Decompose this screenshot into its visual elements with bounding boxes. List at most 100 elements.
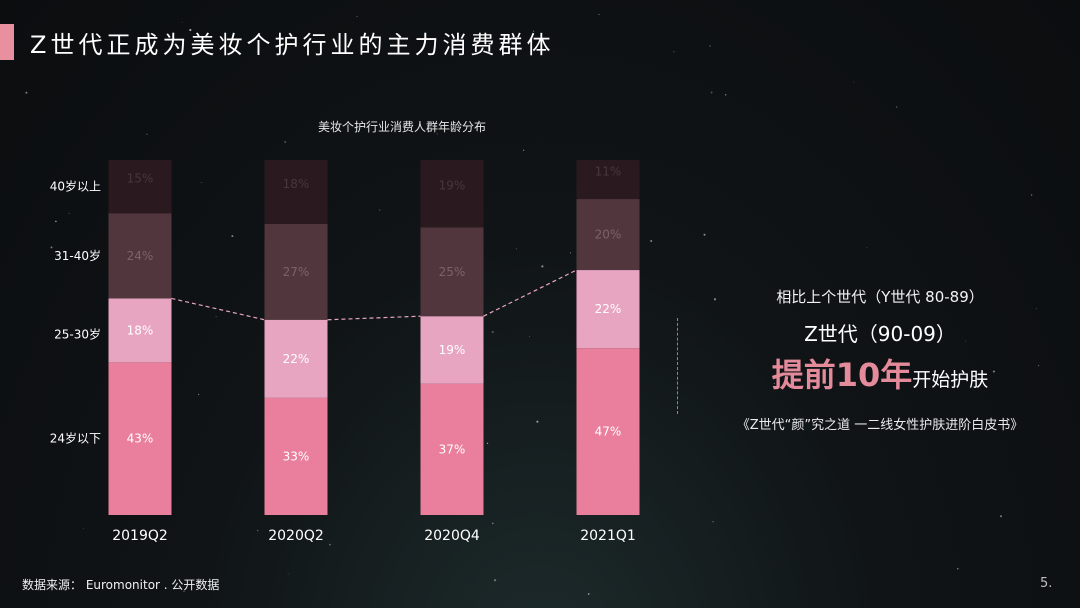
background-star <box>773 382 775 385</box>
background-star <box>957 568 959 570</box>
data-source: 数据来源： Euromonitor . 公开数据 <box>22 578 220 592</box>
series-label: 31-40岁 <box>54 248 101 263</box>
background-star <box>25 91 28 94</box>
background-star <box>529 336 531 337</box>
citation-text: 《Z世代“颜”究之道 一二线女性护肤进阶白皮书》 <box>736 418 1024 433</box>
background-star <box>713 298 717 301</box>
background-star <box>189 28 192 32</box>
bar-segment <box>576 160 640 200</box>
data-label: 19% <box>439 343 466 357</box>
bar-segment <box>108 213 172 299</box>
bar-segment <box>420 383 484 515</box>
bar-segment <box>108 160 172 214</box>
bar-segment <box>420 316 484 384</box>
background-star <box>1035 308 1037 310</box>
bar-segment <box>108 298 172 363</box>
title-accent-bar <box>0 24 14 60</box>
background-star <box>587 593 590 595</box>
data-label: 22% <box>283 352 310 366</box>
background-star <box>287 573 289 575</box>
background-star <box>183 590 185 593</box>
background-star <box>992 370 995 373</box>
background-star <box>650 239 653 243</box>
bar-segment <box>264 397 328 515</box>
series-label: 25-30岁 <box>54 326 101 341</box>
bar-segment <box>264 160 328 224</box>
series-label: 24岁以下 <box>50 431 101 446</box>
background-star <box>181 21 183 23</box>
background-star <box>231 235 234 238</box>
background-star <box>436 133 439 135</box>
highlight-emphasis: 提前10年 <box>771 356 913 394</box>
data-label: 27% <box>283 265 310 279</box>
background-star <box>712 521 714 523</box>
background-star <box>486 442 489 444</box>
background-star <box>474 44 477 47</box>
data-label: 19% <box>439 179 466 193</box>
background-star <box>853 81 855 83</box>
background-star <box>215 315 217 318</box>
page-number: 5. <box>1040 576 1053 591</box>
background-star <box>709 45 711 47</box>
connector-line <box>327 315 421 321</box>
background-star <box>284 141 287 143</box>
background-star <box>198 393 200 396</box>
chart-title: 美妆个护行业消费人群年龄分布 <box>318 120 486 134</box>
background-star <box>55 220 57 223</box>
generation-z-text: Z世代（90-09） <box>804 322 956 346</box>
background-star <box>82 528 84 530</box>
category-label: 2020Q2 <box>268 528 324 544</box>
background-star <box>569 252 571 254</box>
background-star <box>1030 194 1033 196</box>
background-star <box>703 233 706 236</box>
background-star <box>1000 515 1002 518</box>
background-star <box>200 181 202 183</box>
background-star <box>673 51 675 53</box>
background-star <box>532 30 535 32</box>
connector-line <box>171 297 265 321</box>
data-label: 37% <box>439 442 466 456</box>
background-star <box>491 330 494 334</box>
background-star <box>522 149 525 152</box>
background-star <box>329 543 331 546</box>
highlight-tail: 开始护肤 <box>912 369 989 391</box>
background-star <box>379 209 381 211</box>
background-star <box>724 93 727 96</box>
bar-segment <box>420 227 484 317</box>
highlight-text: 提前10年开始护肤 <box>690 350 1070 396</box>
background-star <box>866 246 868 248</box>
background-star <box>541 265 544 268</box>
bar-segment <box>420 160 484 228</box>
background-star <box>598 13 600 16</box>
background-star <box>50 246 53 249</box>
bar-segment <box>576 348 640 515</box>
background-star <box>536 420 539 423</box>
background-star <box>356 16 358 17</box>
data-label: 20% <box>595 228 622 242</box>
background-star <box>790 294 792 296</box>
series-label: 40岁以上 <box>50 179 101 194</box>
data-label: 22% <box>595 302 622 316</box>
bar-segment <box>576 270 640 349</box>
slide-title: Z世代正成为美妆个护行业的主力消费群体 <box>30 31 555 59</box>
data-label: 25% <box>439 265 466 279</box>
background-star <box>515 248 517 250</box>
background-star <box>895 106 898 108</box>
bar-segment <box>264 223 328 320</box>
data-label: 43% <box>127 432 154 446</box>
divider-line <box>677 318 678 414</box>
connector-line <box>483 269 577 317</box>
background-star <box>146 133 148 136</box>
data-label: 18% <box>127 323 154 337</box>
category-label: 2019Q2 <box>112 528 168 544</box>
bar-segment <box>576 199 640 271</box>
bar-segment <box>264 319 328 398</box>
background-star <box>965 340 967 342</box>
background-star <box>68 212 70 214</box>
background-star <box>493 579 497 582</box>
data-label: 15% <box>127 172 154 186</box>
data-label: 24% <box>127 249 154 263</box>
comparison-text: 相比上个世代（Y世代 80-89） <box>776 288 984 306</box>
background-star <box>1037 364 1040 367</box>
